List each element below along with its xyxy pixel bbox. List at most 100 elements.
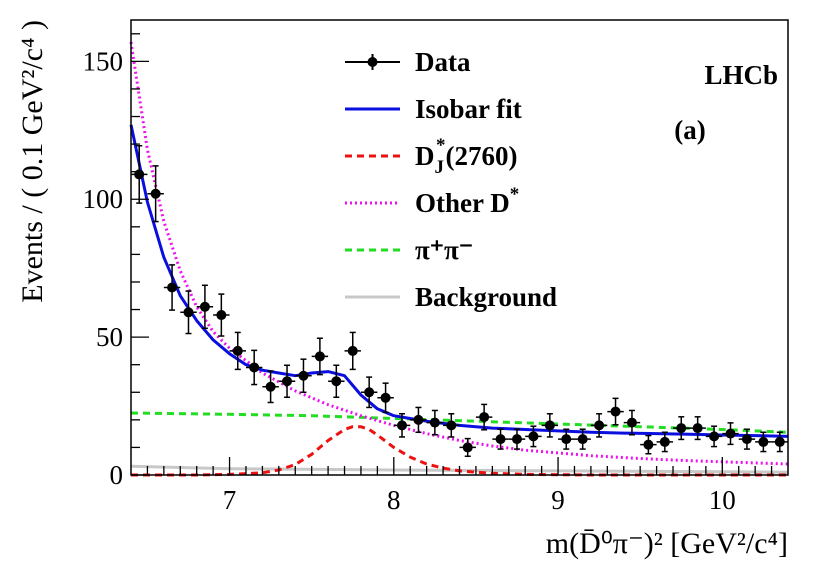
data-marker [216,310,227,321]
data-marker [692,423,703,434]
curve-d-j-2760 [131,425,788,477]
data-point [558,428,575,450]
data-point [377,382,394,414]
data-point [311,337,329,376]
x-axis-title: m(D̄⁰π⁻)² [GeV²/c⁴] [546,527,788,560]
data-point [163,264,181,311]
data-point [295,358,312,394]
data-point [607,397,624,426]
data-point [410,406,427,434]
data-marker [265,381,276,392]
data-marker [397,420,408,431]
axis-ticks [131,33,773,476]
data-point [245,349,263,386]
data-point [755,431,772,453]
data-marker [183,307,194,318]
legend-entry: Background [345,282,557,312]
data-marker [659,436,670,447]
data-point [459,437,476,457]
data-point [475,403,493,431]
legend-entry: Data [345,47,471,77]
data-point [344,331,361,371]
data-marker [643,439,654,450]
data-point [180,290,197,335]
y-tick-label: 50 [96,322,123,352]
x-tick-label: 7 [223,485,237,515]
data-point [640,434,657,455]
data-point [689,416,706,441]
data-marker [511,434,522,445]
data-point [623,409,641,436]
data-point [771,431,788,453]
legend-label: π⁺π⁻ [415,235,473,265]
data-marker [249,362,260,373]
y-tick-label: 0 [110,460,124,490]
data-marker [774,436,785,447]
data-point [147,165,164,223]
data-point [590,413,608,438]
data-marker [167,282,178,293]
data-marker [199,301,210,312]
data-point [393,413,411,438]
y-axis-title: Events / ( 0.1 GeV²/c⁴ ) [16,20,49,303]
legend-marker [367,57,378,67]
experiment-label: LHCb [704,60,778,90]
curve-other-d [129,41,789,466]
data-marker [544,420,555,431]
legend-entry: Other D* [345,184,519,218]
legend-label: Data [415,47,471,77]
data-marker [380,392,391,403]
data-marker [282,376,293,387]
data-marker [347,345,358,356]
data-point [738,428,756,450]
x-tick-label: 10 [709,485,736,515]
data-point [443,413,460,438]
legend-entry: DJ*(2760) [345,135,517,178]
data-marker [232,345,243,356]
y-tick-label: 150 [83,46,124,76]
data-point [262,370,279,404]
data-marker [758,436,769,447]
data-point [360,376,378,409]
data-point [229,331,246,371]
data-point [673,416,690,441]
curve-isobar-fit [129,124,789,438]
data-marker [314,351,325,362]
legend-entry: Isobar fit [345,94,522,124]
legend-entry: π⁺π⁻ [345,235,473,265]
data-marker [594,420,605,431]
data-marker [298,370,309,381]
data-marker [446,420,457,431]
data-point [508,428,526,450]
data-point [492,428,509,450]
curve-pipi [130,411,789,434]
data-marker [709,431,720,442]
data-point [656,431,674,453]
data-marker [626,417,637,428]
data-marker [495,434,506,445]
data-point [541,413,559,438]
data-marker [528,431,539,442]
data-marker [479,412,490,423]
legend: Data Isobar fit DJ*(2760) Other D* π⁺π⁻ Backg… [345,47,557,312]
data-marker [413,414,424,425]
data-points [131,144,788,457]
data-point [278,364,296,398]
x-tick-label: 8 [387,485,401,515]
legend-label: DJ*(2760) [415,135,517,178]
data-point [574,428,591,450]
data-point [328,364,345,398]
legend-label: Background [415,282,557,312]
data-marker [364,387,375,398]
data-point [722,422,739,446]
data-marker [429,417,440,428]
data-marker [561,434,572,445]
panel-label: (a) [674,115,705,145]
x-tick-label: 9 [551,485,565,515]
legend-label: Isobar fit [415,94,522,124]
data-point [705,425,723,448]
y-tick-label: 100 [83,184,124,214]
legend-label: Other D* [415,184,519,218]
